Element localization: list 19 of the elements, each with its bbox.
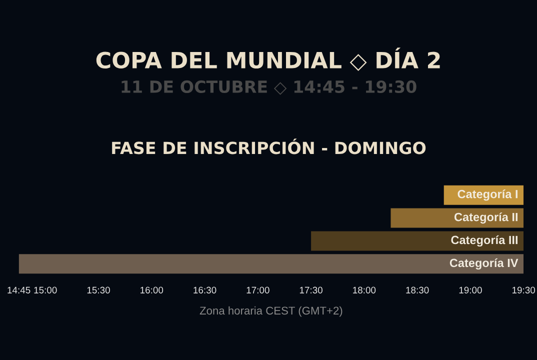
x-tick-label: 16:00 xyxy=(140,286,164,294)
x-tick-label: 17:30 xyxy=(300,286,322,294)
x-tick-label: 16:30 xyxy=(194,286,216,294)
x-tick-label: 15:30 xyxy=(87,286,110,294)
x-tick-label: 19:00 xyxy=(459,286,482,294)
y-tick-label: Categoría II xyxy=(454,212,518,224)
x-tick-label: 18:00 xyxy=(353,286,376,294)
x-tick-label: 14:45 xyxy=(8,286,30,294)
y-tick-label: Categoría I xyxy=(458,189,518,201)
x-tick-label: 17:00 xyxy=(246,286,270,294)
chart-subtitle: 11 DE OCTUBRE ◇ 14:45 - 19:30 xyxy=(122,80,416,95)
x-tick-label: 15:00 xyxy=(34,286,57,294)
x-tick-label: 19:30 xyxy=(512,286,536,294)
x-axis-title: Zona horaria CEST (GMT+2) xyxy=(200,306,342,317)
y-tick-label: Categoría III xyxy=(451,235,518,247)
y-tick-label: Categoría IV xyxy=(450,258,518,270)
chart-title: COPA DEL MUNDIAL ◇ DÍA 2 xyxy=(96,48,440,71)
x-tick-label: 18:30 xyxy=(406,286,429,294)
text: FASE DE INSCRIPCIÓN - DOMINGO xyxy=(112,138,426,154)
